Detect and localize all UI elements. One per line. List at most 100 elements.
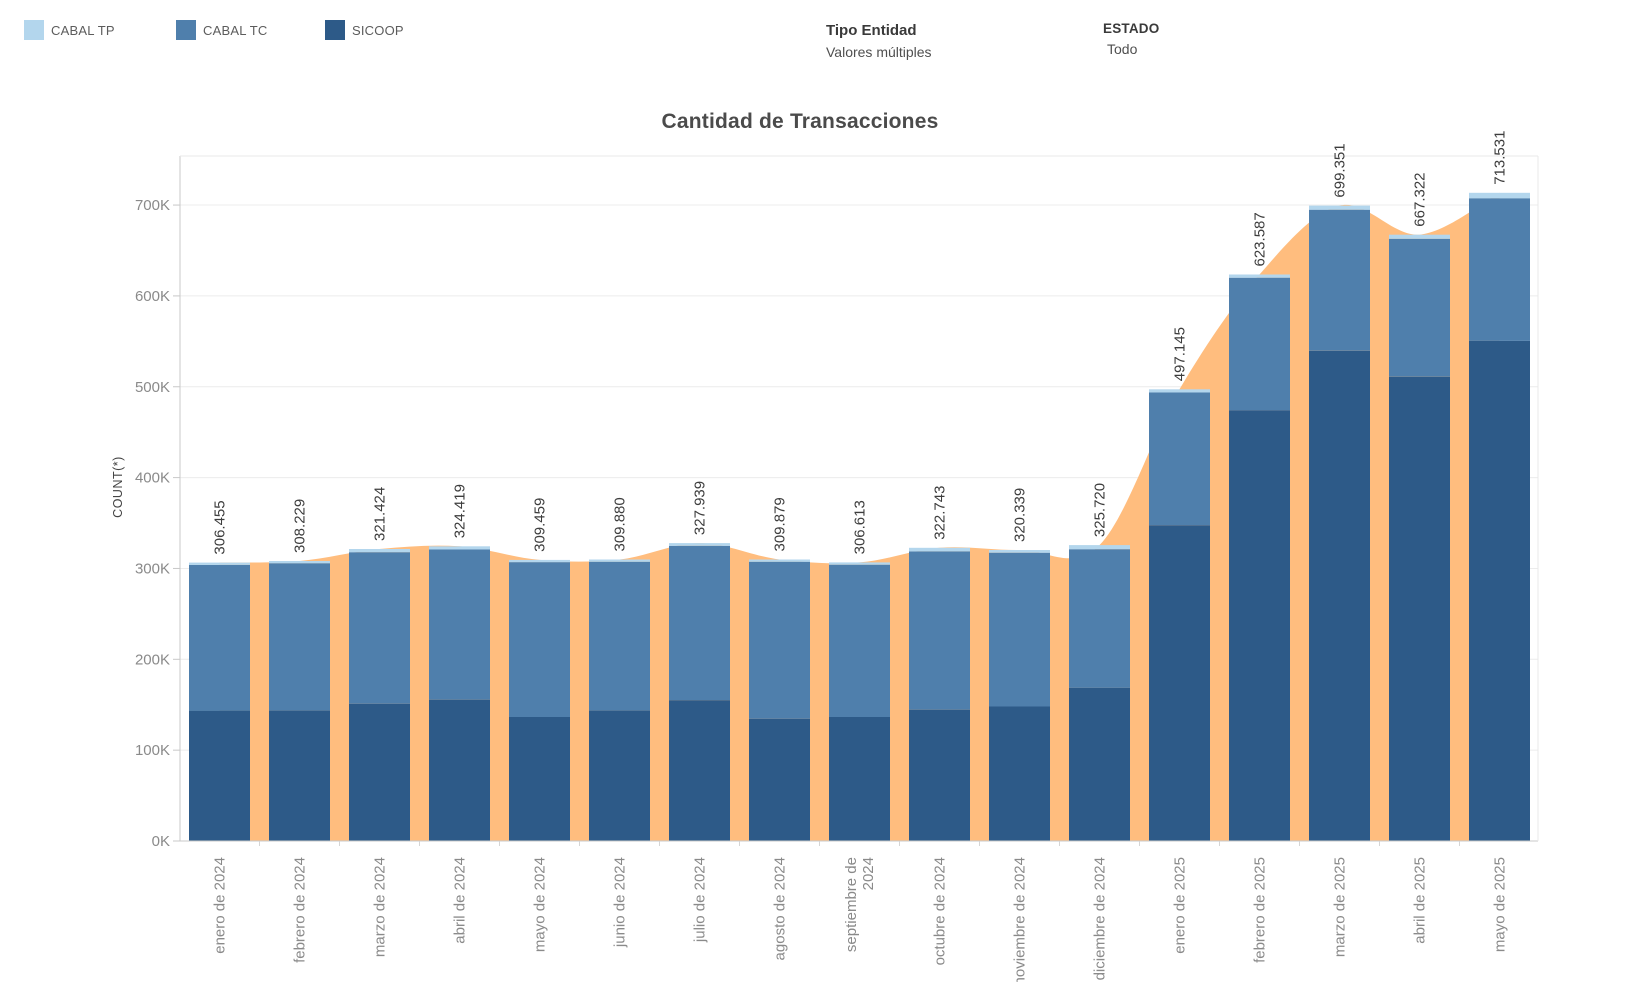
legend-item-cabal-tc[interactable]: CABAL TC: [176, 20, 267, 40]
bar-segment-sicoop[interactable]: [509, 717, 570, 841]
bar-segment-cabal-tp[interactable]: [269, 561, 330, 564]
bar-segment-cabal-tc[interactable]: [669, 545, 730, 701]
bar-segment-cabal-tp[interactable]: [1309, 205, 1370, 210]
bar-segment-cabal-tp[interactable]: [669, 543, 730, 546]
bar-septiembre-de-2024[interactable]: [829, 562, 890, 841]
bar-segment-cabal-tc[interactable]: [1069, 549, 1130, 688]
bar-segment-cabal-tp[interactable]: [1389, 234, 1450, 239]
bar-segment-cabal-tp[interactable]: [829, 562, 890, 565]
bar-value-label: 322.743: [932, 486, 949, 540]
y-axis-title: COUNT(*): [111, 456, 125, 518]
bar-segment-cabal-tc[interactable]: [189, 564, 250, 711]
x-tick-label: diciembre de 2024: [1092, 857, 1109, 980]
bar-noviembre-de-2024[interactable]: [989, 550, 1050, 841]
bar-segment-sicoop[interactable]: [1229, 410, 1290, 841]
bar-segment-sicoop[interactable]: [1069, 687, 1130, 841]
filter-tipo-entidad[interactable]: Tipo Entidad Valores múltiples: [826, 22, 932, 60]
y-tick-label: 400K: [135, 470, 170, 487]
x-tick-label: 2024: [860, 857, 877, 890]
bar-segment-cabal-tc[interactable]: [909, 551, 970, 710]
bar-segment-cabal-tc[interactable]: [989, 552, 1050, 707]
bar-segment-cabal-tp[interactable]: [749, 559, 810, 562]
bar-segment-cabal-tp[interactable]: [1229, 274, 1290, 278]
legend-label-sicoop: SICOOP: [352, 22, 404, 38]
bar-value-label: 306.455: [212, 500, 229, 554]
bar-segment-cabal-tp[interactable]: [909, 547, 970, 552]
bar-segment-cabal-tp[interactable]: [989, 550, 1050, 553]
bar-segment-cabal-tc[interactable]: [269, 563, 330, 711]
bar-enero-de-2025[interactable]: [1149, 389, 1210, 841]
bar-marzo-de-2025[interactable]: [1309, 205, 1370, 841]
bar-segment-sicoop[interactable]: [989, 706, 1050, 842]
bar-enero-de-2024[interactable]: [189, 562, 250, 841]
bar-segment-sicoop[interactable]: [1309, 350, 1370, 841]
filter-estado[interactable]: ESTADO Todo: [1103, 21, 1159, 57]
bar-marzo-de-2024[interactable]: [349, 549, 410, 841]
bar-segment-sicoop[interactable]: [589, 710, 650, 841]
bar-segment-cabal-tc[interactable]: [1469, 198, 1530, 341]
bar-segment-cabal-tp[interactable]: [1469, 192, 1530, 199]
bar-segment-sicoop[interactable]: [669, 700, 730, 841]
bar-julio-de-2024[interactable]: [669, 543, 730, 841]
legend-item-sicoop[interactable]: SICOOP: [325, 20, 404, 40]
bar-value-label: 309.459: [532, 498, 549, 552]
bar-segment-sicoop[interactable]: [909, 709, 970, 841]
bar-value-label: 623.587: [1252, 212, 1269, 266]
legend-item-cabal-tp[interactable]: CABAL TP: [24, 20, 115, 40]
x-tick-label: febrero de 2024: [292, 857, 309, 963]
bar-segment-sicoop[interactable]: [829, 717, 890, 841]
bar-segment-sicoop[interactable]: [749, 718, 810, 841]
bar-segment-cabal-tp[interactable]: [349, 549, 410, 553]
bar-diciembre-de-2024[interactable]: [1069, 545, 1130, 841]
y-tick-label: 200K: [135, 651, 170, 668]
bar-febrero-de-2024[interactable]: [269, 561, 330, 841]
bar-segment-cabal-tc[interactable]: [509, 562, 570, 717]
y-tick-label: 500K: [135, 379, 170, 396]
bar-value-label: 308.229: [292, 499, 309, 553]
bar-mayo-de-2025[interactable]: [1469, 192, 1530, 841]
bar-segment-sicoop[interactable]: [1469, 340, 1530, 841]
bar-value-label: 327.939: [692, 481, 709, 535]
bar-mayo-de-2024[interactable]: [509, 559, 570, 841]
bar-segment-sicoop[interactable]: [429, 699, 490, 841]
bar-segment-cabal-tp[interactable]: [189, 562, 250, 565]
bar-segment-cabal-tp[interactable]: [589, 559, 650, 562]
bar-segment-cabal-tp[interactable]: [509, 559, 570, 563]
chart-title: Cantidad de Transacciones: [661, 110, 939, 133]
bar-segment-cabal-tp[interactable]: [1149, 389, 1210, 393]
bar-segment-cabal-tp[interactable]: [429, 546, 490, 550]
y-tick-label: 700K: [135, 197, 170, 214]
bar-segment-cabal-tc[interactable]: [749, 561, 810, 719]
bar-segment-cabal-tc[interactable]: [1389, 238, 1450, 377]
bar-abril-de-2024[interactable]: [429, 546, 490, 841]
bar-segment-sicoop[interactable]: [269, 710, 330, 841]
bar-value-label: 309.879: [772, 497, 789, 551]
filter-estado-value[interactable]: Todo: [1107, 41, 1138, 57]
bar-junio-de-2024[interactable]: [589, 559, 650, 842]
x-tick-label: marzo de 2025: [1332, 857, 1349, 957]
x-tick-label: abril de 2025: [1412, 857, 1429, 944]
bar-segment-cabal-tc[interactable]: [349, 552, 410, 704]
bar-segment-cabal-tc[interactable]: [1229, 277, 1290, 411]
filter-tipo-entidad-value[interactable]: Valores múltiples: [826, 44, 932, 60]
bar-segment-cabal-tp[interactable]: [1069, 545, 1130, 550]
bar-segment-cabal-tc[interactable]: [829, 564, 890, 717]
x-tick-label: abril de 2024: [452, 857, 469, 944]
y-tick-label: 100K: [135, 742, 170, 759]
bar-segment-sicoop[interactable]: [349, 703, 410, 841]
bar-segment-cabal-tc[interactable]: [1309, 209, 1370, 351]
bar-abril-de-2025[interactable]: [1389, 234, 1450, 841]
bar-segment-sicoop[interactable]: [1389, 376, 1450, 841]
bar-segment-sicoop[interactable]: [189, 710, 250, 841]
bar-segment-cabal-tc[interactable]: [589, 561, 650, 711]
bar-segment-sicoop[interactable]: [1149, 525, 1210, 841]
x-tick-label: mayo de 2025: [1492, 857, 1509, 952]
bar-segment-cabal-tc[interactable]: [429, 549, 490, 700]
x-tick-label: enero de 2024: [212, 857, 229, 954]
bar-segment-cabal-tc[interactable]: [1149, 392, 1210, 526]
x-tick-label: septiembre de: [843, 857, 860, 952]
bar-febrero-de-2025[interactable]: [1229, 274, 1290, 842]
bar-octubre-de-2024[interactable]: [909, 547, 970, 841]
bar-agosto-de-2024[interactable]: [749, 559, 810, 842]
